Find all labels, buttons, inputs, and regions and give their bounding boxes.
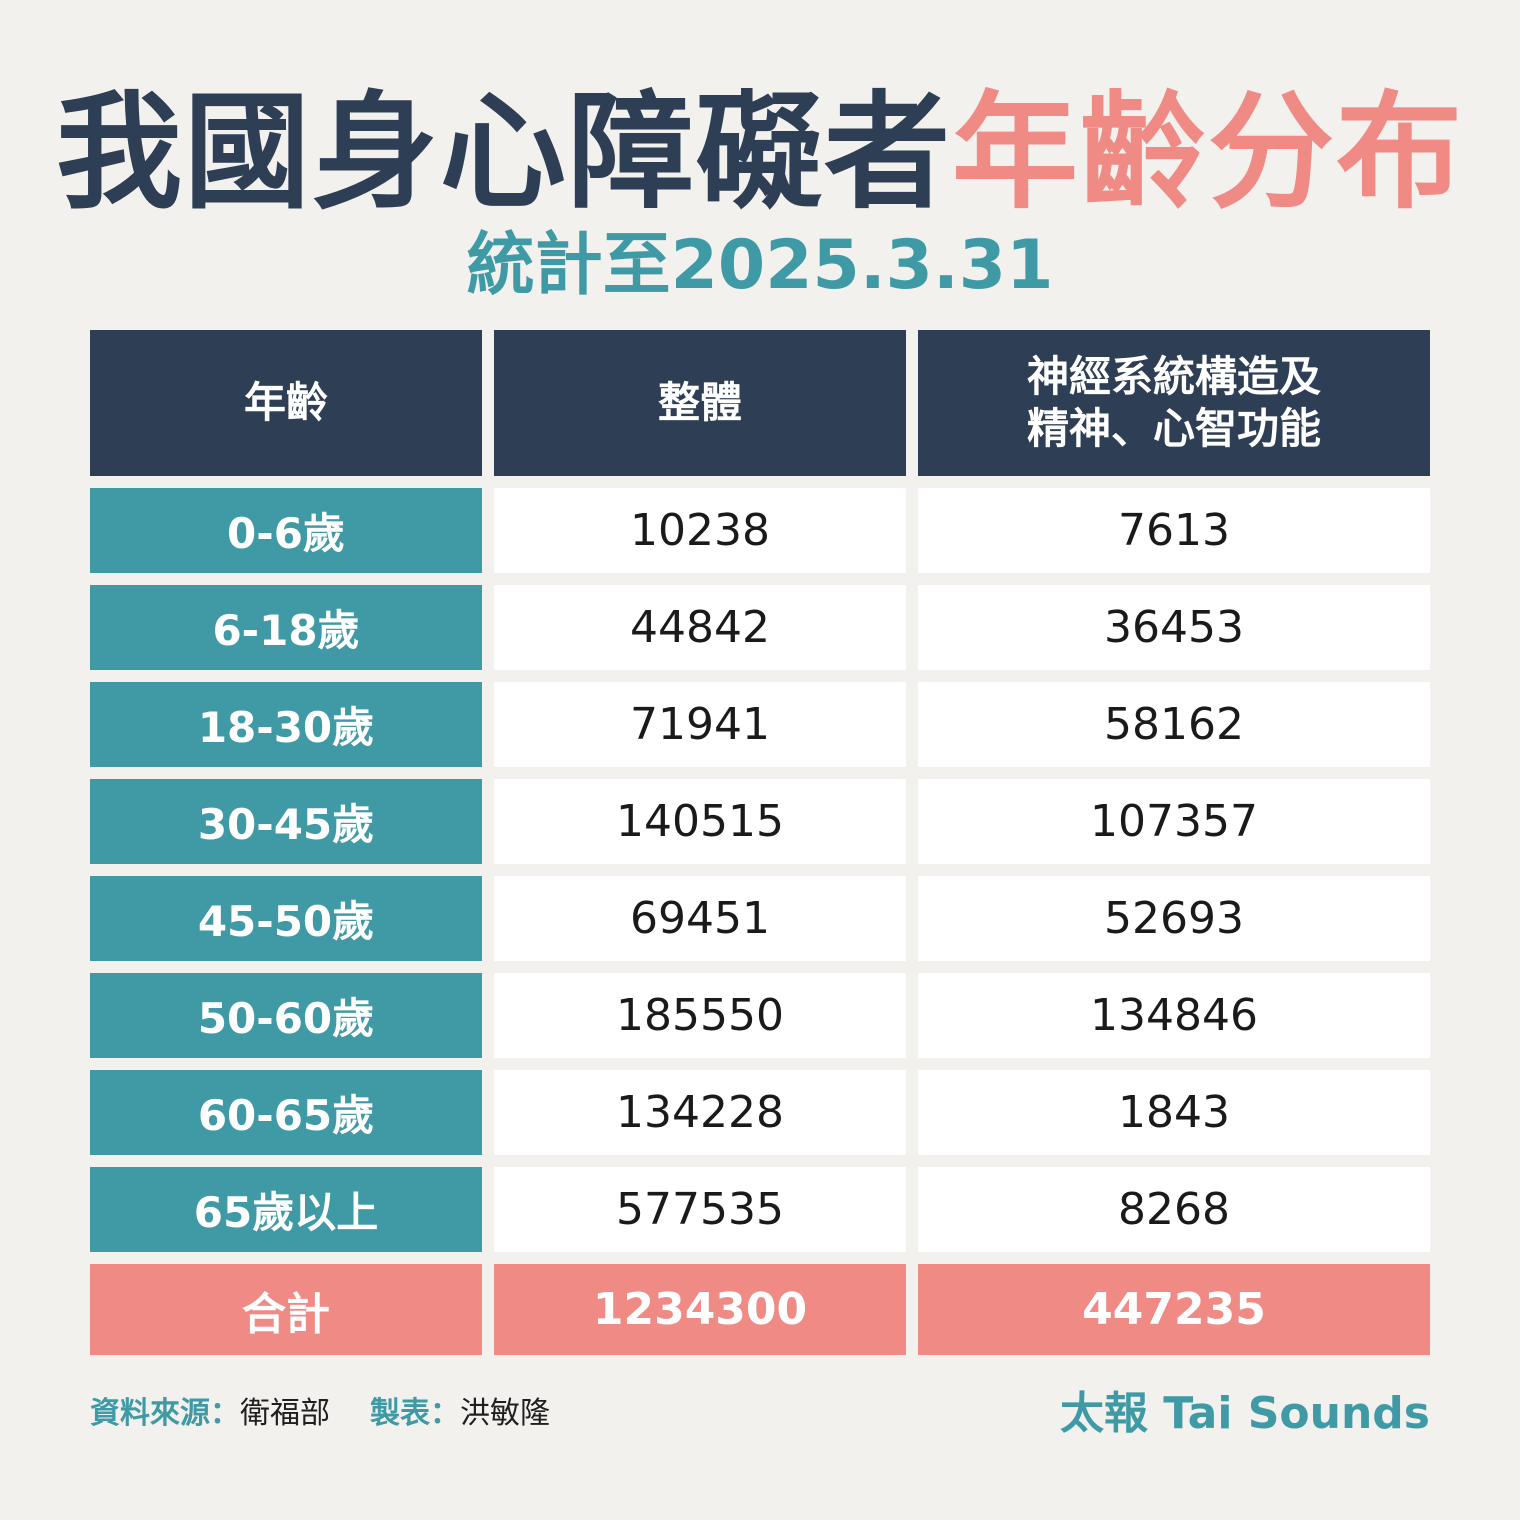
row-neuro: 7613 xyxy=(918,488,1430,573)
row-neuro: 134846 xyxy=(918,973,1430,1058)
title-highlight: 年齡分布 xyxy=(952,79,1464,226)
row-age: 30-45歲 xyxy=(90,779,482,864)
maker-value: 洪敏隆 xyxy=(460,1396,550,1431)
page-title: 我國身心障礙者年齡分布 xyxy=(0,78,1520,228)
row-neuro: 52693 xyxy=(918,876,1430,961)
total-label: 合計 xyxy=(90,1264,482,1355)
row-neuro: 36453 xyxy=(918,585,1430,670)
source-label: 資料來源： xyxy=(90,1396,240,1431)
row-age: 18-30歲 xyxy=(90,682,482,767)
row-neuro: 8268 xyxy=(918,1167,1430,1252)
source-value: 衛福部 xyxy=(240,1396,330,1431)
maker-label: 製表： xyxy=(370,1396,460,1431)
row-overall: 10238 xyxy=(494,488,906,573)
row-age: 0-6歲 xyxy=(90,488,482,573)
row-neuro: 1843 xyxy=(918,1070,1430,1155)
footer-credits: 資料來源：衛福部 製表：洪敏隆 xyxy=(90,1392,550,1436)
row-overall: 71941 xyxy=(494,682,906,767)
row-overall: 577535 xyxy=(494,1167,906,1252)
total-overall: 1234300 xyxy=(494,1264,906,1355)
row-age: 50-60歲 xyxy=(90,973,482,1058)
header-neuro-line2: 精神、心智功能 xyxy=(1026,404,1321,453)
row-neuro: 107357 xyxy=(918,779,1430,864)
row-age: 65歲以上 xyxy=(90,1167,482,1252)
row-overall: 134228 xyxy=(494,1070,906,1155)
row-overall: 44842 xyxy=(494,585,906,670)
header-overall: 整體 xyxy=(494,330,906,476)
header-neuro: 神經系統構造及 精神、心智功能 xyxy=(918,330,1430,476)
row-age: 45-50歲 xyxy=(90,876,482,961)
header-neuro-line1: 神經系統構造及 xyxy=(1026,352,1321,401)
row-age: 60-65歲 xyxy=(90,1070,482,1155)
row-overall: 69451 xyxy=(494,876,906,961)
row-overall: 185550 xyxy=(494,973,906,1058)
total-neuro: 447235 xyxy=(918,1264,1430,1355)
page-subtitle: 統計至2025.3.31 xyxy=(466,226,1054,305)
row-age: 6-18歲 xyxy=(90,585,482,670)
row-overall: 140515 xyxy=(494,779,906,864)
header-age: 年齡 xyxy=(90,330,482,476)
title-main: 我國身心障礙者 xyxy=(56,79,952,226)
age-distribution-table: 年齡 整體 神經系統構造及 精神、心智功能 0-6歲 10238 7613 6-… xyxy=(90,330,1430,1355)
row-neuro: 58162 xyxy=(918,682,1430,767)
brand-logo: 太報 Tai Sounds xyxy=(1059,1388,1430,1439)
